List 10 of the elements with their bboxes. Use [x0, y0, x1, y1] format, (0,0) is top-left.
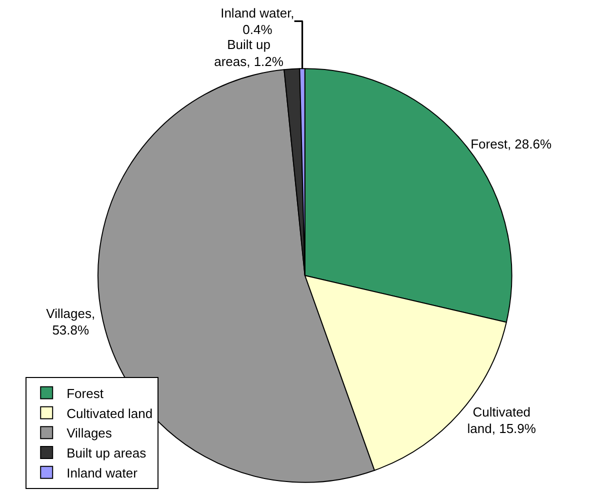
legend-label: Cultivated land — [66, 406, 153, 421]
legend-label: Built up areas — [66, 446, 147, 461]
legend-label: Inland water — [66, 465, 138, 480]
legend-label: Villages — [66, 426, 112, 441]
data-label: Villages, 53.8% — [46, 306, 96, 338]
legend-label: Forest — [66, 386, 104, 401]
data-label: Cultivated land, 15.9% — [467, 404, 536, 436]
data-label: Built up areas, 1.2% — [214, 37, 284, 70]
data-label: Inland water, 0.4% — [220, 5, 294, 38]
data-label: Forest, 28.6% — [470, 136, 552, 152]
